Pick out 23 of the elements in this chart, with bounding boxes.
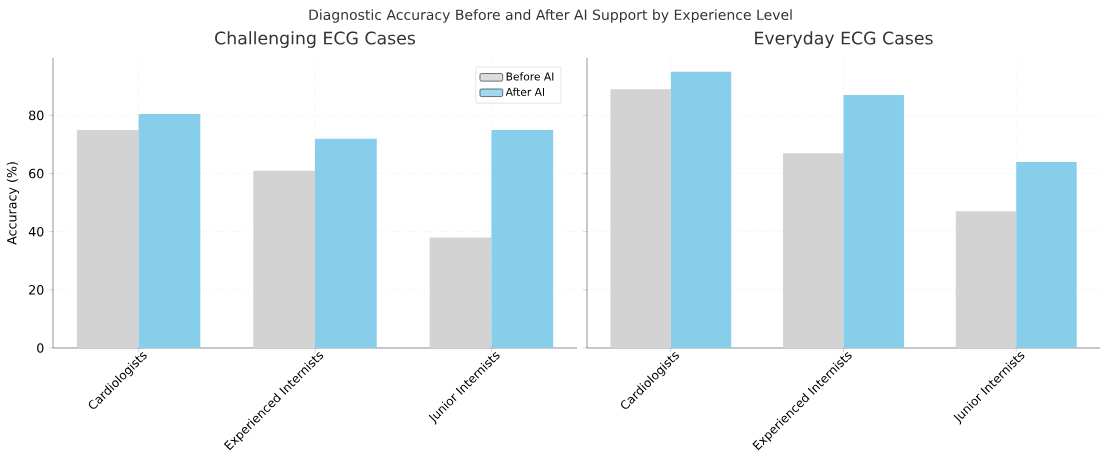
bar <box>491 129 554 348</box>
bar <box>783 153 844 348</box>
y-tick-label: 20 <box>29 285 44 295</box>
bar <box>429 237 492 348</box>
legend-label: Before AI <box>506 72 554 81</box>
bar <box>670 71 732 348</box>
y-tick-label: 60 <box>29 168 44 179</box>
bar <box>76 129 139 348</box>
bar <box>610 89 671 348</box>
bar <box>843 95 904 348</box>
chart-title: Everyday ECG Cases <box>755 31 933 48</box>
text: Diagnostic Accuracy Before and After AI Support by Experience Level <box>309 9 792 23</box>
y-tick-label: 80 <box>29 110 44 121</box>
legend-label: After AI <box>505 87 545 96</box>
bar <box>1016 161 1077 348</box>
bar <box>253 170 316 348</box>
y-tick-label: 0 <box>37 343 44 353</box>
chart-title: Challenging ECG Cases <box>215 31 416 48</box>
bar <box>315 138 377 348</box>
y-tick-label: 40 <box>28 226 44 237</box>
bar <box>955 211 1017 348</box>
bar <box>138 113 201 348</box>
y-axis-title: Accuracy (%) <box>6 162 20 245</box>
